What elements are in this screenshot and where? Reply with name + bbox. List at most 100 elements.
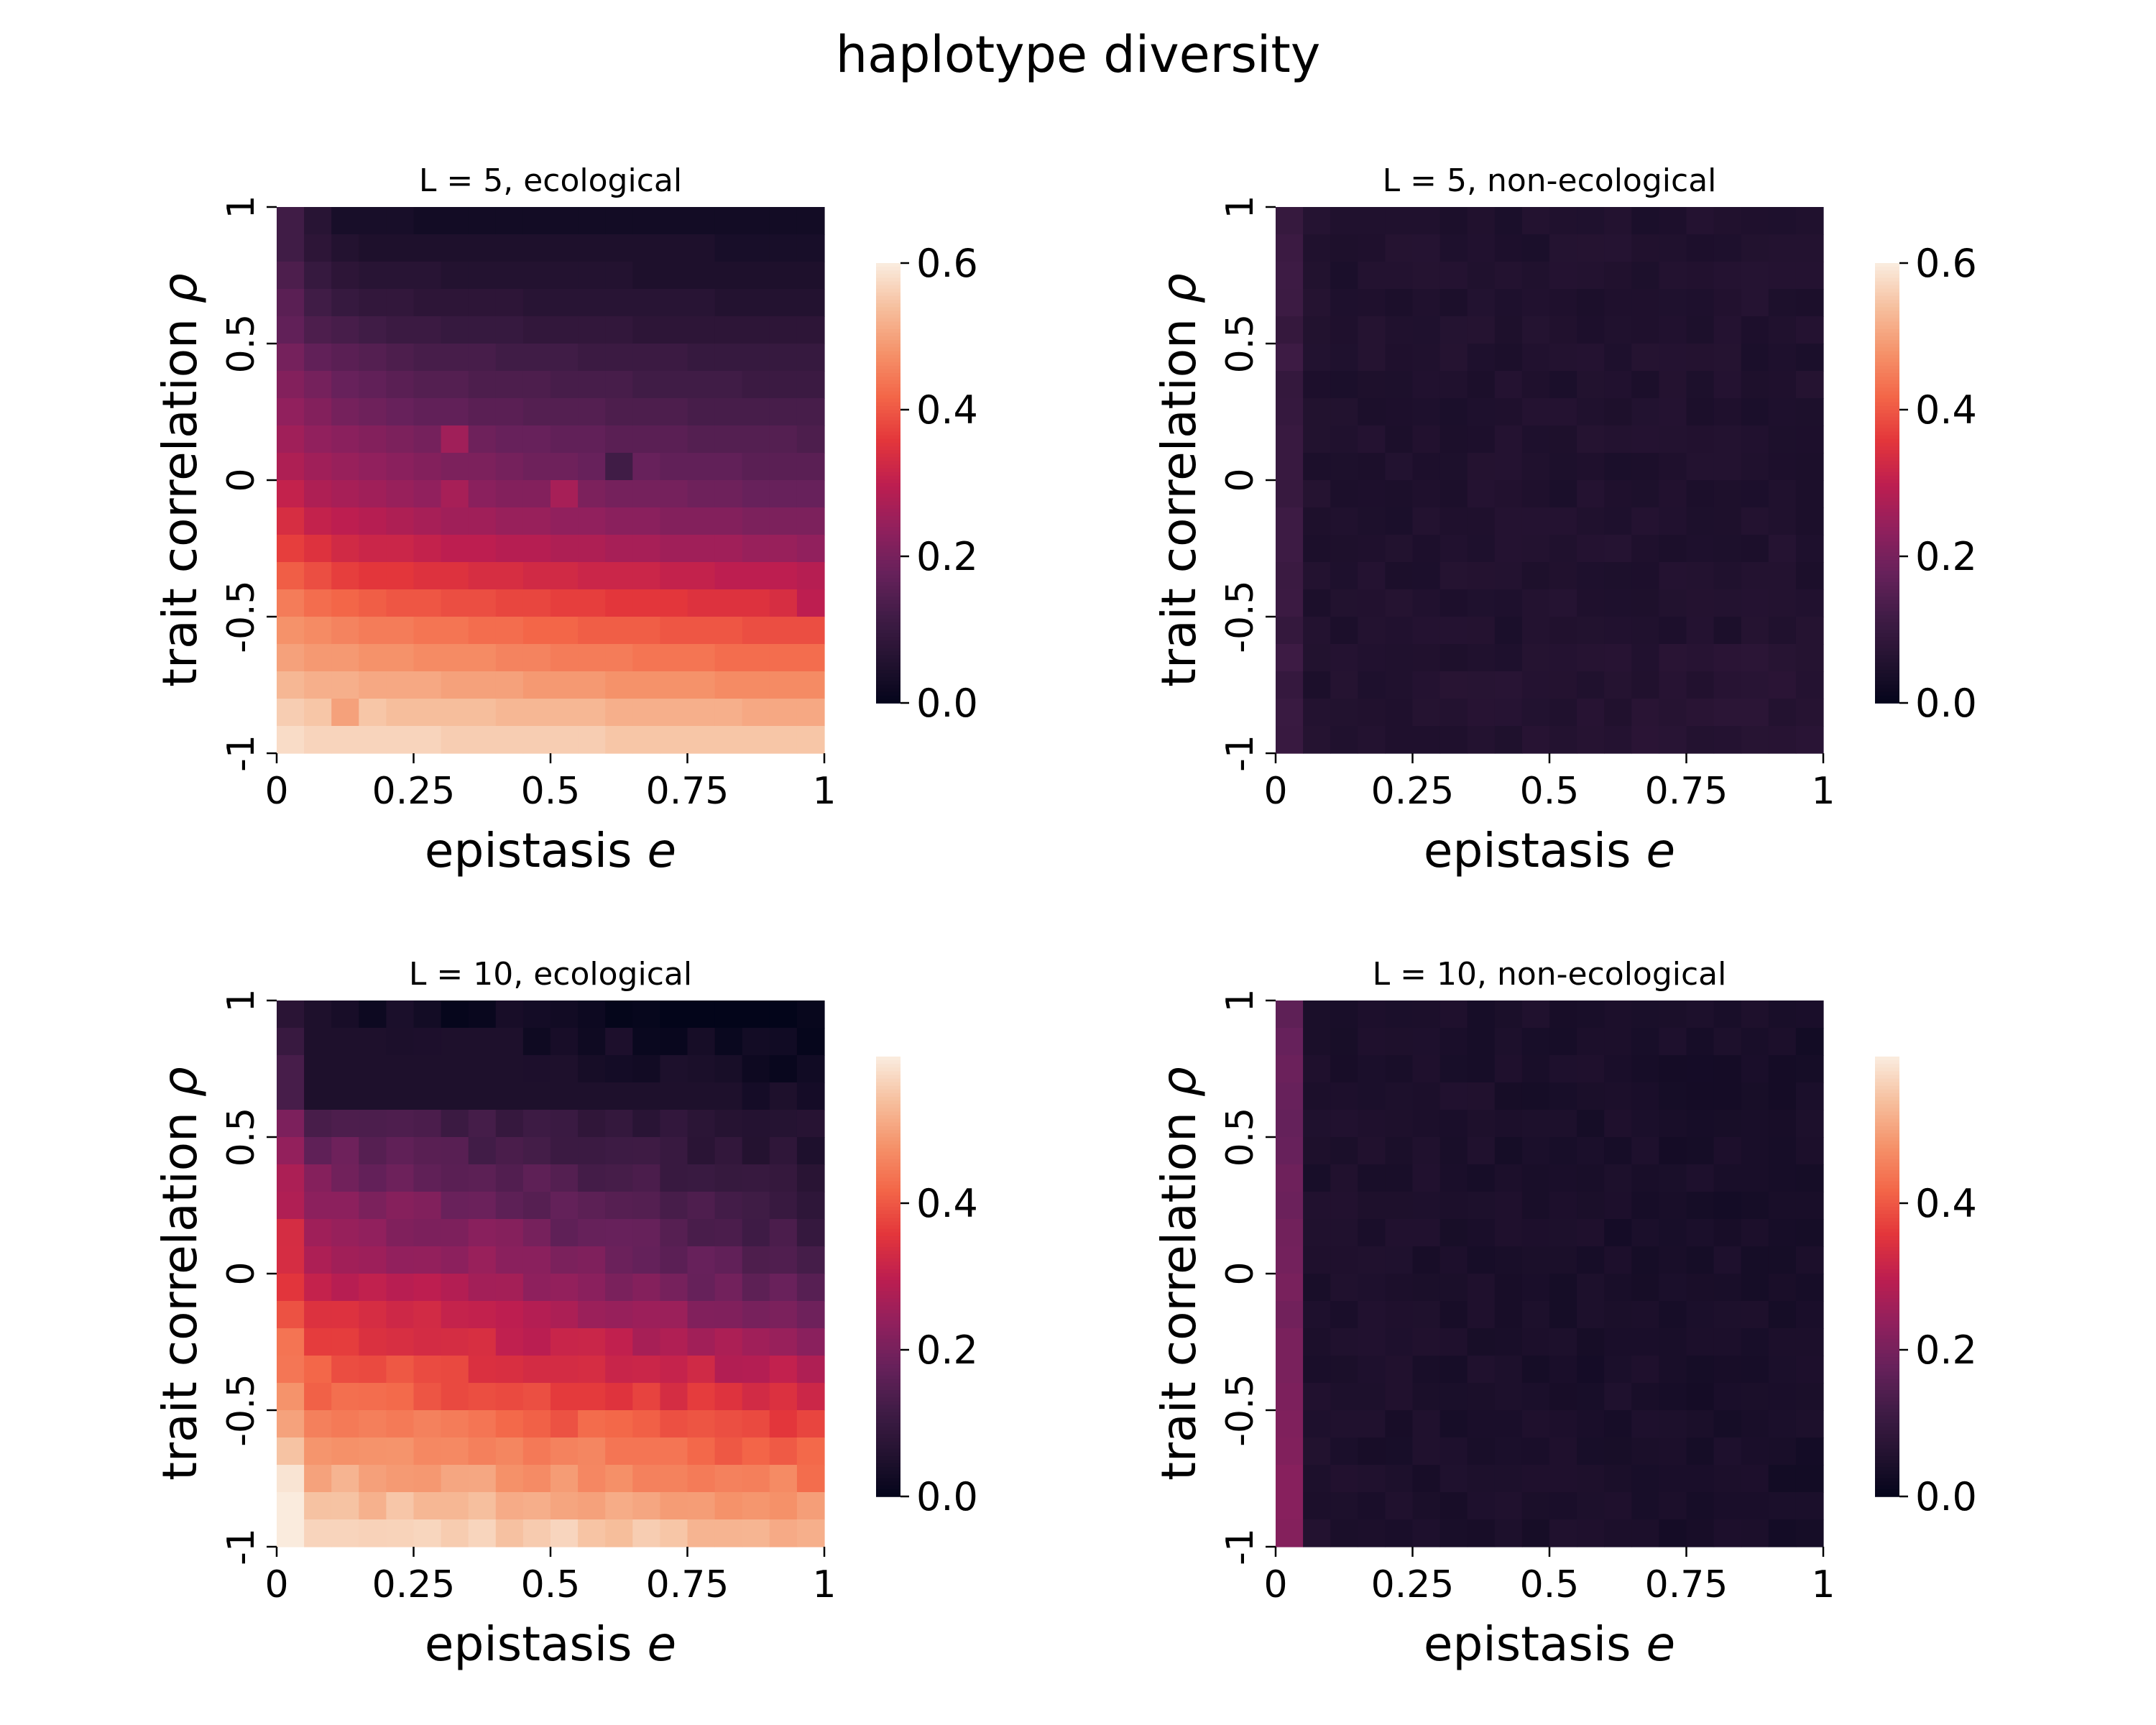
y-tick-label: -0.5 <box>220 1374 263 1446</box>
heatmap-cell <box>1276 207 1304 235</box>
heatmap-cell <box>359 371 387 399</box>
heatmap-cell <box>1330 398 1358 426</box>
heatmap-cell <box>550 671 579 699</box>
heatmap-cell <box>1713 344 1742 372</box>
heatmap-cell <box>1549 562 1577 590</box>
heatmap-cell <box>1577 1465 1605 1493</box>
colorbar-segment <box>876 1210 900 1215</box>
colorbar-segment <box>1875 310 1899 316</box>
heatmap-cell <box>468 316 497 344</box>
colorbar-segment <box>1875 673 1899 678</box>
heatmap-cell <box>468 1274 497 1302</box>
colorbar-segment <box>1875 1379 1899 1384</box>
heatmap-cell <box>1631 262 1659 290</box>
colorbar-segment <box>1875 1192 1899 1197</box>
heatmap-cell <box>687 289 716 317</box>
heatmap-cell <box>1439 1328 1468 1356</box>
heatmap-cell <box>687 671 716 699</box>
colorbar-segment <box>876 1430 900 1435</box>
heatmap-cell <box>1385 1028 1414 1056</box>
heatmap-cell <box>495 1028 524 1056</box>
heatmap-cell <box>1412 344 1441 372</box>
heatmap-cell <box>359 480 387 508</box>
heatmap-cell <box>1358 589 1386 617</box>
heatmap-cell <box>1741 1274 1769 1302</box>
heatmap-cell <box>441 289 469 317</box>
heatmap-cell <box>1521 234 1550 262</box>
heatmap-cell <box>386 1082 415 1110</box>
colorbar-segment <box>1875 1474 1899 1479</box>
colorbar-segment <box>876 1434 900 1439</box>
heatmap-cell <box>1494 535 1523 563</box>
heatmap-cell <box>1358 1082 1386 1110</box>
heatmap-cell <box>277 589 305 617</box>
colorbar-segment <box>876 1390 900 1394</box>
heatmap-cell <box>1577 1301 1605 1329</box>
heatmap-cell <box>605 535 633 563</box>
colorbar-segment <box>1875 1335 1899 1340</box>
heatmap-cell <box>1686 207 1715 235</box>
heatmap-cell <box>796 1519 825 1547</box>
colorbar-segment <box>1875 662 1899 667</box>
heatmap-cell <box>1412 316 1441 344</box>
x-axis-label: epistasis e <box>1424 823 1675 878</box>
heatmap-cell <box>495 262 524 290</box>
heatmap-cell <box>550 1000 579 1029</box>
heatmap-cell <box>1330 671 1358 699</box>
colorbar-segment <box>876 391 900 396</box>
heatmap-cell <box>1494 398 1523 426</box>
heatmap-cell <box>769 535 798 563</box>
heatmap-cell <box>495 1410 524 1438</box>
colorbar-segment <box>876 487 900 491</box>
heatmap-cell <box>1521 316 1550 344</box>
heatmap-cell <box>687 1301 716 1329</box>
heatmap-cell <box>1768 426 1797 454</box>
colorbar-segment <box>1875 461 1899 466</box>
heatmap-cell <box>522 1465 551 1493</box>
heatmap-cell <box>660 1192 688 1220</box>
heatmap-cell <box>1521 1164 1550 1192</box>
heatmap-cell <box>578 426 606 454</box>
heatmap-cell <box>1412 644 1441 672</box>
colorbar-segment <box>1875 1298 1899 1303</box>
heatmap-cell <box>550 589 579 617</box>
heatmap-cell <box>1303 671 1331 699</box>
heatmap-cell <box>386 1028 415 1056</box>
heatmap-cell <box>1604 1219 1632 1247</box>
colorbar-segment <box>876 354 900 359</box>
heatmap-cell <box>1795 453 1824 481</box>
heatmap-cell <box>1276 507 1304 535</box>
heatmap-cell <box>1412 426 1441 454</box>
heatmap-cell <box>1768 262 1797 290</box>
heatmap-cell <box>714 1328 743 1356</box>
heatmap-cell <box>441 1410 469 1438</box>
heatmap-cell <box>769 1301 798 1329</box>
heatmap-cell <box>550 699 579 727</box>
heatmap-cell <box>578 726 606 754</box>
heatmap-cell <box>714 426 743 454</box>
heatmap-cell <box>1385 1356 1414 1384</box>
heatmap-cell <box>1549 1410 1577 1438</box>
heatmap-cell <box>687 398 716 426</box>
heatmap-cell <box>1439 262 1468 290</box>
heatmap-cell <box>277 1438 305 1466</box>
x-tick-label: 1 <box>1811 1563 1835 1606</box>
colorbar-segment <box>1875 1115 1899 1120</box>
heatmap-cell <box>1330 234 1358 262</box>
x-axis-label: epistasis e <box>425 1616 676 1672</box>
heatmap-cell <box>1713 234 1742 262</box>
heatmap-cell <box>1768 398 1797 426</box>
heatmap-cell <box>1521 562 1550 590</box>
heatmap-cell <box>441 562 469 590</box>
heatmap-cell <box>660 1274 688 1302</box>
heatmap-cell <box>550 234 579 262</box>
heatmap-cell <box>277 617 305 645</box>
heatmap-cell <box>468 1028 497 1056</box>
heatmap-cell <box>1549 1137 1577 1165</box>
heatmap-cell <box>660 1492 688 1520</box>
heatmap-cell <box>605 1192 633 1220</box>
heatmap-cell <box>468 589 497 617</box>
heatmap-cell <box>796 1000 825 1029</box>
heatmap-cell <box>277 1328 305 1356</box>
colorbar-segment <box>1875 1236 1899 1241</box>
